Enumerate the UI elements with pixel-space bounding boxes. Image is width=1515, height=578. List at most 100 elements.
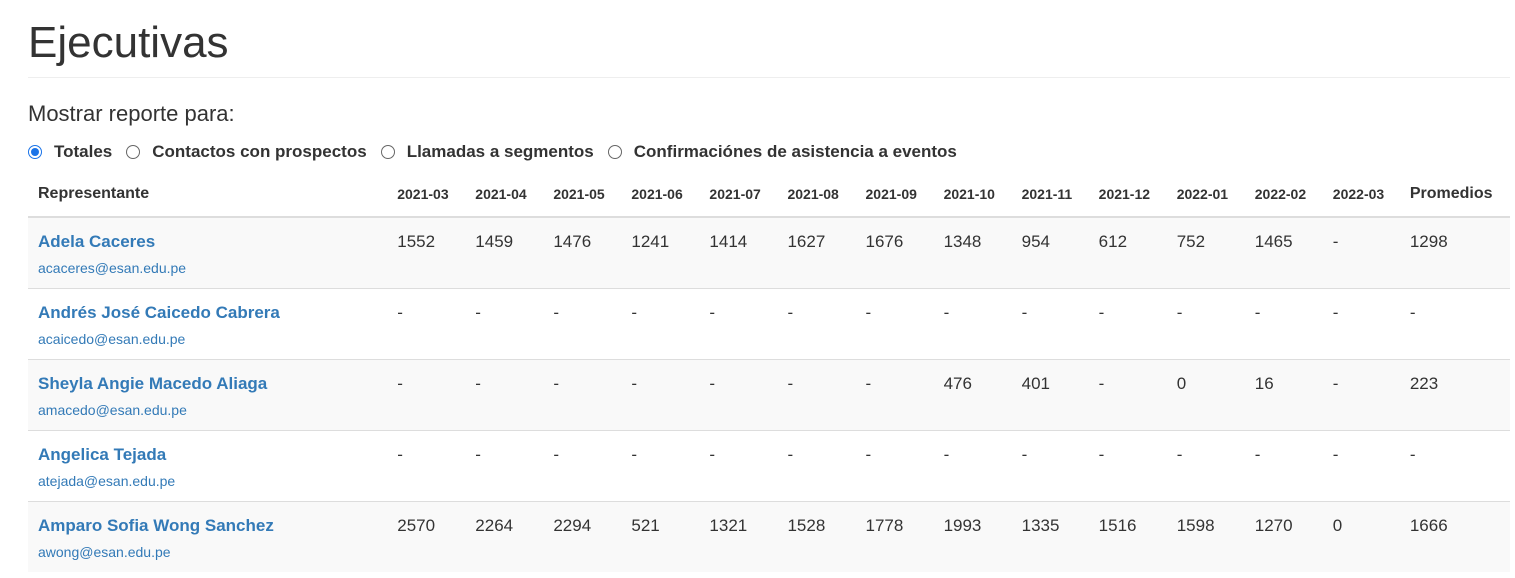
radio-label: Totales bbox=[54, 142, 113, 161]
month-value-cell: - bbox=[855, 358, 934, 430]
representative-email-link[interactable]: amacedo@esan.edu.pe bbox=[38, 401, 187, 418]
month-value-cell: - bbox=[1088, 287, 1167, 359]
month-value-cell: 1627 bbox=[777, 216, 856, 288]
column-header-month[interactable]: 2021-08 bbox=[777, 171, 856, 218]
month-value-cell: 1528 bbox=[777, 500, 856, 572]
representative-cell: Amparo Sofia Wong Sanchez awong@esan.edu.… bbox=[28, 500, 388, 572]
month-value-cell: 401 bbox=[1011, 358, 1089, 430]
month-value-cell: - bbox=[855, 287, 934, 359]
radio-option[interactable]: Llamadas a segmentos bbox=[380, 142, 594, 162]
month-value-cell: - bbox=[621, 429, 700, 501]
column-header-month[interactable]: 2022-02 bbox=[1244, 171, 1323, 218]
representative-email-link[interactable]: acaceres@esan.edu.pe bbox=[38, 260, 187, 276]
radio-button[interactable] bbox=[607, 145, 622, 159]
table-row: Angelica Tejada atejada@esan.edu.pe - - - - - -… bbox=[28, 429, 1510, 501]
month-value-cell: 1348 bbox=[933, 216, 1012, 288]
month-value-cell: 1414 bbox=[699, 216, 778, 288]
month-value-cell: - bbox=[1088, 358, 1167, 430]
column-header-representante[interactable]: Representante bbox=[28, 171, 388, 218]
column-header-promedios[interactable]: Promedios bbox=[1399, 171, 1510, 218]
radio-label: Confirmaciónes de asistencia a eventos bbox=[633, 142, 957, 161]
month-value-cell: - bbox=[1244, 287, 1323, 359]
month-value-cell: 1676 bbox=[855, 216, 934, 288]
representative-cell: Adela Caceres acaceres@esan.edu.pe bbox=[28, 216, 388, 288]
radio-button[interactable] bbox=[126, 145, 141, 159]
month-value-cell: 2570 bbox=[387, 500, 466, 572]
radio-option[interactable]: Confirmaciónes de asistencia a eventos bbox=[607, 142, 957, 162]
month-value-cell: - bbox=[465, 429, 544, 501]
radio-option[interactable]: Contactos con prospectos bbox=[126, 142, 367, 162]
average-value-cell: 223 bbox=[1399, 358, 1510, 430]
representative-cell: Andrés José Caicedo Cabrera acaicedo@esan… bbox=[28, 287, 388, 359]
month-value-cell: 1993 bbox=[933, 500, 1012, 572]
month-value-cell: - bbox=[777, 358, 856, 430]
representative-name-link[interactable]: Amparo Sofia Wong Sanchez bbox=[38, 515, 274, 535]
month-value-cell: - bbox=[1011, 287, 1089, 359]
radio-button[interactable] bbox=[380, 145, 395, 159]
month-value-cell: 1516 bbox=[1088, 500, 1167, 572]
month-value-cell: 954 bbox=[1011, 216, 1089, 288]
month-value-cell: - bbox=[1322, 429, 1400, 501]
month-value-cell: - bbox=[1166, 429, 1245, 501]
radio-label: Contactos con prospectos bbox=[152, 142, 367, 161]
average-value-cell: - bbox=[1399, 287, 1510, 359]
radio-option[interactable]: Totales bbox=[28, 142, 112, 162]
month-value-cell: - bbox=[543, 287, 622, 359]
average-value-cell: - bbox=[1399, 429, 1510, 501]
month-value-cell: - bbox=[465, 358, 544, 430]
report-label: Mostrar reporte para: bbox=[28, 101, 235, 126]
month-value-cell: - bbox=[621, 287, 700, 359]
table-row: Amparo Sofia Wong Sanchez awong@esan.edu.… bbox=[28, 500, 1510, 572]
month-value-cell: - bbox=[1011, 429, 1089, 501]
month-value-cell: - bbox=[1322, 358, 1400, 430]
table-row: Andrés José Caicedo Cabrera acaicedo@esan… bbox=[28, 287, 1510, 359]
column-header-month[interactable]: 2021-11 bbox=[1011, 171, 1089, 218]
month-value-cell: - bbox=[933, 287, 1012, 359]
month-value-cell: 0 bbox=[1166, 358, 1245, 430]
column-header-month[interactable]: 2021-06 bbox=[621, 171, 700, 218]
month-value-cell: - bbox=[699, 429, 778, 501]
column-header-month[interactable]: 2021-09 bbox=[855, 171, 934, 218]
representative-name-link[interactable]: Adela Caceres bbox=[38, 232, 156, 251]
column-header-month[interactable]: 2021-05 bbox=[543, 171, 622, 218]
column-header-month[interactable]: 2021-12 bbox=[1088, 171, 1167, 218]
month-value-cell: - bbox=[933, 429, 1012, 501]
column-header-month[interactable]: 2021-07 bbox=[699, 171, 778, 218]
column-header-month[interactable]: 2022-01 bbox=[1166, 171, 1245, 218]
representative-name-link[interactable]: Andrés José Caicedo Cabrera bbox=[38, 302, 280, 322]
month-value-cell: 476 bbox=[933, 358, 1012, 430]
column-header-month[interactable]: 2021-03 bbox=[387, 171, 466, 218]
table-row: Sheyla Angie Macedo Aliaga amacedo@esan.e… bbox=[28, 358, 1510, 430]
month-value-cell: 612 bbox=[1088, 216, 1167, 288]
month-value-cell: - bbox=[387, 287, 466, 359]
month-value-cell: 1335 bbox=[1011, 500, 1089, 572]
month-value-cell: - bbox=[699, 358, 778, 430]
month-value-cell: - bbox=[1244, 429, 1323, 501]
month-value-cell: - bbox=[699, 287, 778, 359]
column-header-month[interactable]: 2021-10 bbox=[933, 171, 1012, 218]
month-value-cell: 16 bbox=[1244, 358, 1323, 430]
month-value-cell: - bbox=[543, 429, 622, 501]
month-value-cell: - bbox=[543, 358, 622, 430]
month-value-cell: 1778 bbox=[855, 500, 934, 572]
page-title: Ejecutivas bbox=[28, 0, 1510, 78]
month-value-cell: 2294 bbox=[543, 500, 622, 572]
month-value-cell: 1321 bbox=[699, 500, 778, 572]
month-value-cell: - bbox=[777, 287, 856, 359]
month-value-cell: 1270 bbox=[1244, 500, 1323, 572]
month-value-cell: - bbox=[1088, 429, 1167, 501]
representative-email-link[interactable]: acaicedo@esan.edu.pe bbox=[38, 330, 186, 347]
column-header-month[interactable]: 2021-04 bbox=[465, 171, 544, 218]
representative-email-link[interactable]: atejada@esan.edu.pe bbox=[38, 472, 176, 489]
column-header-month[interactable]: 2022-03 bbox=[1322, 171, 1400, 218]
representative-cell: Sheyla Angie Macedo Aliaga amacedo@esan.e… bbox=[28, 358, 388, 430]
table-header-row: Representante 2021-03 2021-04 2021-05 2021-… bbox=[28, 171, 1510, 218]
radio-button[interactable] bbox=[28, 145, 42, 159]
month-value-cell: - bbox=[855, 429, 934, 501]
table-row: Adela Caceres acaceres@esan.edu.pe 1552 145… bbox=[28, 216, 1510, 288]
representative-name-link[interactable]: Angelica Tejada bbox=[38, 444, 167, 464]
representative-email-link[interactable]: awong@esan.edu.pe bbox=[38, 543, 171, 560]
representative-name-link[interactable]: Sheyla Angie Macedo Aliaga bbox=[38, 373, 268, 393]
month-value-cell: 0 bbox=[1322, 500, 1400, 572]
